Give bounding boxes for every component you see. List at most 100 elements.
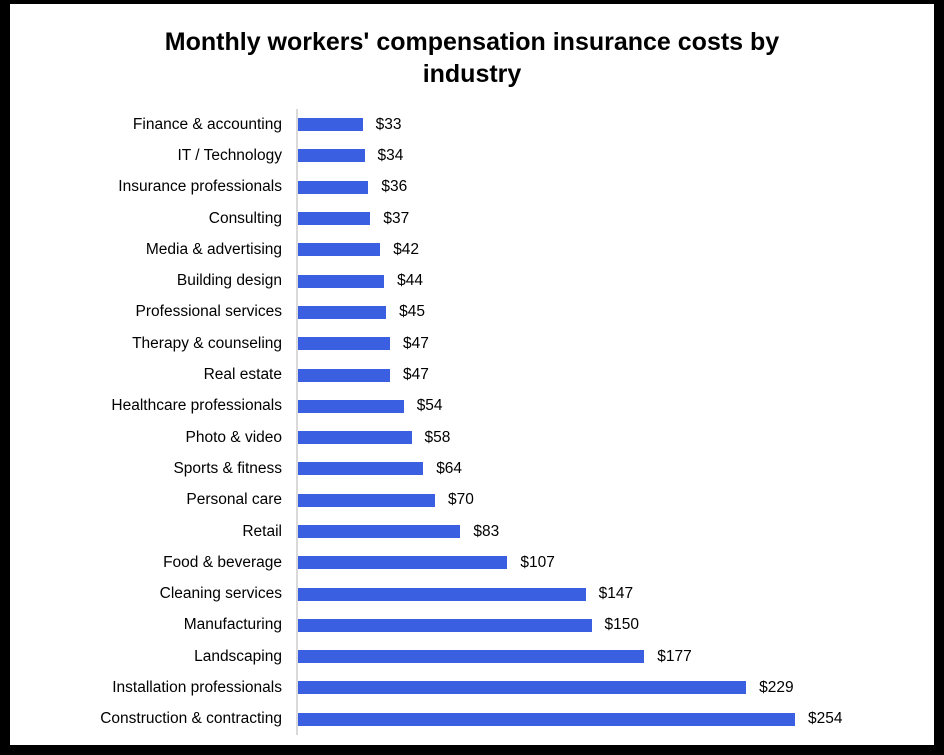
- bar: [298, 399, 404, 413]
- category-label: Food & beverage: [163, 553, 282, 571]
- category-label: Media & advertising: [145, 240, 282, 258]
- plot-area: $107: [296, 547, 934, 579]
- category-label: Professional services: [135, 303, 282, 321]
- chart-row: Personal care $70: [10, 484, 934, 516]
- plot-area: $83: [296, 515, 934, 548]
- chart-title: Monthly workers' compensation insurance …: [164, 28, 780, 88]
- value-label: $54: [416, 397, 443, 415]
- plot-area: $37: [296, 202, 934, 235]
- bar: [298, 587, 586, 601]
- chart-row: Landscaping $177: [10, 641, 934, 673]
- chart-row: Professional services $45: [10, 296, 934, 329]
- bar: [298, 556, 508, 570]
- bar: [298, 712, 795, 726]
- plot-area: $45: [296, 296, 934, 329]
- chart-row: Finance & accounting $33: [10, 109, 934, 141]
- chart-row: Media & advertising $42: [10, 234, 934, 266]
- bar: [298, 274, 385, 288]
- plot-area: $44: [296, 265, 934, 297]
- value-label: $147: [598, 585, 634, 603]
- value-label: $64: [436, 459, 463, 477]
- chart-row: Construction & contracting $254: [10, 703, 934, 735]
- chart-row: Healthcare professionals $54: [10, 390, 934, 422]
- category-label: Consulting: [208, 209, 282, 227]
- bar: [298, 305, 387, 319]
- value-label: $177: [657, 647, 692, 665]
- plot-area: $42: [296, 234, 934, 266]
- plot-area: $47: [296, 359, 934, 391]
- bar: [298, 212, 371, 226]
- value-label: $254: [808, 710, 843, 728]
- value-label: $107: [520, 553, 555, 571]
- category-label: Insurance professionals: [118, 178, 282, 196]
- category-label: Therapy & counseling: [132, 334, 282, 352]
- chart-row: Manufacturing $150: [10, 609, 934, 642]
- category-label: Construction & contracting: [100, 710, 282, 728]
- chart-row: Building design $44: [10, 265, 934, 297]
- bar: [298, 493, 435, 507]
- chart-row: Cleaning services $147: [10, 578, 934, 610]
- bar: [298, 525, 461, 538]
- value-label: $47: [403, 334, 429, 352]
- plot-area: $254: [296, 703, 934, 735]
- bar: [298, 681, 747, 695]
- bar: [298, 243, 381, 257]
- plot-area: $34: [296, 140, 934, 172]
- category-label: Personal care: [186, 491, 282, 509]
- value-label: $58: [424, 428, 451, 446]
- category-label: Photo & video: [185, 428, 282, 446]
- bar: [298, 431, 412, 445]
- value-label: $229: [759, 678, 794, 696]
- value-label: $83: [473, 522, 500, 540]
- value-label: $47: [403, 366, 429, 384]
- chart-row: Food & beverage $107: [10, 547, 934, 579]
- chart-row: Retail $83: [10, 515, 934, 548]
- value-label: $34: [377, 146, 404, 164]
- chart-row: Therapy & counseling $47: [10, 328, 934, 360]
- plot-area: $33: [296, 109, 934, 141]
- plot-area: $58: [296, 421, 934, 454]
- value-label: $70: [448, 491, 474, 509]
- chart-row: Insurance professionals $36: [10, 171, 934, 203]
- plot-area: $229: [296, 672, 934, 704]
- category-label: Finance & accounting: [132, 115, 282, 133]
- plot-area: $150: [296, 609, 934, 642]
- value-label: $33: [375, 115, 402, 133]
- category-label: Cleaning services: [159, 585, 282, 603]
- plot-area: $47: [296, 328, 934, 360]
- plot-area: $147: [296, 578, 934, 610]
- category-label: IT / Technology: [177, 146, 282, 164]
- bar: [298, 462, 424, 476]
- plot-area: $54: [296, 390, 934, 422]
- bar: [298, 368, 390, 382]
- bar: [298, 149, 365, 163]
- chart-row: IT / Technology $34: [10, 140, 934, 172]
- category-label: Real estate: [203, 366, 282, 384]
- chart-canvas: Monthly workers' compensation insurance …: [10, 4, 934, 745]
- bar: [298, 337, 390, 351]
- category-label: Building design: [176, 272, 282, 290]
- category-label: Installation professionals: [112, 678, 282, 696]
- plot-area: $64: [296, 453, 934, 485]
- category-label: Manufacturing: [183, 616, 282, 634]
- category-label: Healthcare professionals: [111, 397, 282, 415]
- category-label: Landscaping: [194, 647, 282, 665]
- value-label: $42: [393, 240, 420, 258]
- bar: [298, 650, 645, 664]
- category-label: Retail: [242, 522, 282, 540]
- value-label: $44: [397, 272, 423, 290]
- chart-row: Real estate $47: [10, 359, 934, 391]
- value-label: $36: [381, 178, 408, 196]
- bar: [298, 618, 592, 632]
- plot-area: $70: [296, 484, 934, 516]
- chart-row: Installation professionals $229: [10, 672, 934, 704]
- plot-area: $177: [296, 641, 934, 673]
- chart-row: Consulting $37: [10, 202, 934, 235]
- chart-row: Sports & fitness $64: [10, 453, 934, 485]
- value-label: $37: [383, 209, 410, 227]
- chart-row: Photo & video $58: [10, 421, 934, 454]
- bar: [298, 180, 369, 194]
- bar: [298, 118, 363, 132]
- category-label: Sports & fitness: [173, 459, 282, 477]
